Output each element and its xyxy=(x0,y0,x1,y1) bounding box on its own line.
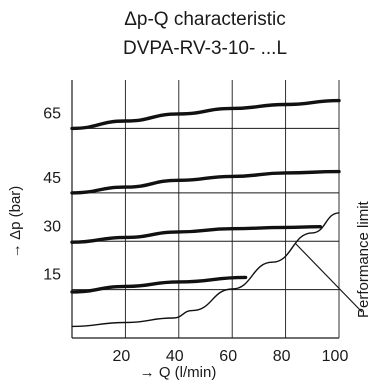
x-tick-label: 60 xyxy=(219,348,237,365)
x-tick-label: 80 xyxy=(273,348,291,365)
y-tick-label: 65 xyxy=(43,105,61,122)
series-line-1 xyxy=(70,98,341,131)
performance-limit-annotation: Performance limit xyxy=(355,200,372,318)
chart-subtitle: DVPA-RV-3-10- ...L xyxy=(123,38,287,59)
x-tick-label: 20 xyxy=(113,348,131,365)
x-tick-label: 100 xyxy=(322,348,349,365)
series-line-2 xyxy=(70,169,341,195)
series-line-4 xyxy=(70,275,248,294)
plot-frame xyxy=(71,80,339,339)
y-tick-label: 15 xyxy=(43,267,61,284)
series-line-5 xyxy=(71,212,340,328)
y-tick-label: 45 xyxy=(43,170,61,187)
y-tick-labels: 15 30 45 65 xyxy=(43,105,61,283)
x-tick-labels: 20 40 60 80 100 xyxy=(113,348,349,365)
performance-limit-leader-line xyxy=(294,242,363,313)
y-tick-label: 30 xyxy=(43,218,61,235)
grid-lines xyxy=(72,80,340,338)
data-series xyxy=(70,98,341,328)
x-tick-label: 40 xyxy=(166,348,184,365)
chart-title: Δp-Q characteristic xyxy=(124,9,286,30)
y-axis-label: → Δp (bar) xyxy=(7,186,24,259)
series-line-3 xyxy=(70,225,322,244)
x-axis-label: → Q (l/min) xyxy=(140,364,217,381)
